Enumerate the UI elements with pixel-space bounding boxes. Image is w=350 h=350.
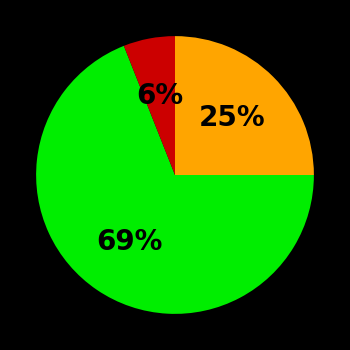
Text: 6%: 6% [136, 82, 183, 110]
Wedge shape [36, 46, 314, 314]
Wedge shape [124, 36, 175, 175]
Text: 69%: 69% [97, 228, 163, 256]
Wedge shape [175, 36, 314, 175]
Text: 25%: 25% [199, 104, 265, 132]
